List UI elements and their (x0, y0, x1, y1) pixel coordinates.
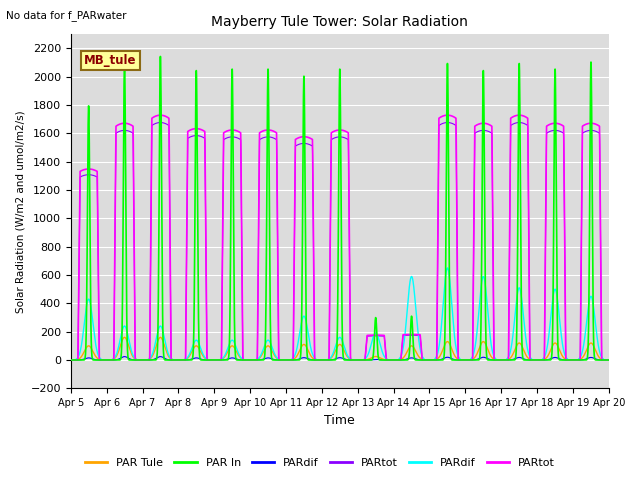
X-axis label: Time: Time (324, 414, 355, 427)
Text: MB_tule: MB_tule (84, 54, 137, 67)
Y-axis label: Solar Radiation (W/m2 and umol/m2/s): Solar Radiation (W/m2 and umol/m2/s) (15, 110, 25, 312)
Title: Mayberry Tule Tower: Solar Radiation: Mayberry Tule Tower: Solar Radiation (211, 15, 468, 29)
Text: No data for f_PARwater: No data for f_PARwater (6, 10, 127, 21)
Legend: PAR Tule, PAR In, PARdif, PARtot, PARdif, PARtot: PAR Tule, PAR In, PARdif, PARtot, PARdif… (81, 453, 559, 472)
